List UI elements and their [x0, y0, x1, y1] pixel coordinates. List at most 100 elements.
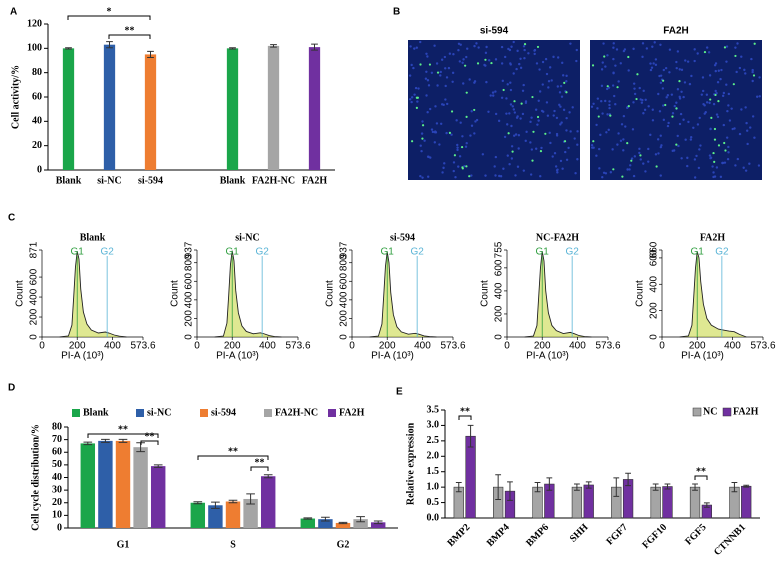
cell [425, 52, 428, 56]
labelled-cell [724, 149, 727, 152]
significance-bracket [250, 466, 269, 471]
cell [612, 57, 615, 61]
x-tick-label: 400 [259, 341, 276, 352]
y-tick-label: 937 [184, 241, 195, 258]
y-tick-label: 400 [339, 291, 350, 308]
bar [62, 48, 75, 171]
cell [659, 174, 662, 177]
cell [652, 62, 655, 65]
cell [705, 46, 709, 49]
cell [469, 134, 472, 137]
cell [753, 136, 756, 139]
labelled-cell [419, 63, 422, 66]
cell [649, 68, 653, 72]
cell [596, 97, 600, 100]
significance-label: ** [118, 424, 128, 435]
labelled-cell [675, 107, 678, 110]
error-bar [118, 438, 128, 443]
error-bar [270, 44, 277, 48]
cell [445, 131, 448, 135]
y-tick-label: 600 [649, 249, 660, 266]
labelled-cell [612, 168, 615, 171]
cell [632, 82, 636, 85]
cell [731, 127, 734, 131]
cell [687, 120, 690, 124]
cell [438, 143, 441, 146]
cell [513, 134, 516, 137]
bar [689, 486, 701, 519]
cell [609, 171, 613, 174]
cell [719, 175, 723, 179]
cell [413, 93, 416, 96]
cell [536, 123, 539, 126]
cell [565, 80, 568, 83]
labelled-cell [465, 115, 468, 118]
cell [592, 146, 595, 149]
gate-label: G1 [691, 247, 705, 258]
cell [665, 96, 668, 99]
legend-swatch [72, 409, 80, 417]
cell [750, 57, 753, 61]
x-tick-label: SHH [568, 522, 591, 545]
cell [708, 101, 711, 105]
cell [601, 112, 604, 115]
cell [638, 86, 641, 90]
cell [421, 120, 424, 123]
cell [440, 103, 444, 106]
error-bar [147, 50, 154, 58]
cell [435, 122, 439, 125]
y-tick-label: 20 [32, 140, 42, 151]
cell [534, 147, 538, 150]
image-label: si-594 [480, 26, 509, 37]
bar [465, 435, 476, 519]
cell [714, 89, 717, 93]
cell [659, 134, 662, 137]
cell [424, 77, 428, 80]
cell [695, 154, 698, 158]
error-bar [263, 474, 273, 479]
cell [693, 176, 697, 179]
gate-label: G2 [410, 247, 424, 258]
cell [590, 143, 594, 147]
cell [723, 161, 727, 164]
y-tick-label: 871 [29, 241, 40, 258]
cell [608, 106, 611, 110]
cell [744, 106, 747, 109]
cell [502, 167, 505, 170]
error-bar [585, 481, 592, 489]
cell [743, 68, 746, 72]
area [524, 251, 592, 337]
cell [611, 84, 615, 87]
cell [420, 132, 424, 135]
y-axis-label: Cell activity/% [10, 65, 21, 129]
error-bar [613, 477, 620, 497]
x-tick-label: 400 [414, 341, 431, 352]
cell [550, 79, 553, 82]
cell [439, 122, 443, 125]
cell [512, 40, 515, 44]
error-bar [83, 441, 93, 446]
cell [740, 108, 743, 111]
cell [524, 101, 528, 105]
cell [527, 52, 530, 55]
cell [705, 101, 709, 104]
labelled-cell [606, 85, 609, 88]
cell [559, 105, 562, 108]
cell [506, 83, 509, 86]
y-axis-label: Cell cycle distribution/% [30, 424, 41, 531]
cell [417, 87, 420, 90]
cell [473, 132, 476, 135]
cell [561, 74, 565, 77]
cell [507, 47, 510, 51]
error-bar [574, 483, 580, 491]
bar [190, 502, 206, 528]
labelled-cell [544, 132, 547, 135]
cell [735, 70, 738, 74]
y-tick-label: 2.0 [427, 451, 440, 462]
y-tick-label: 3.0 [427, 420, 440, 431]
cell [749, 126, 752, 129]
labelled-cell [513, 100, 516, 103]
significance-label: ** [460, 406, 470, 417]
cell [638, 147, 641, 151]
cell [736, 42, 739, 45]
